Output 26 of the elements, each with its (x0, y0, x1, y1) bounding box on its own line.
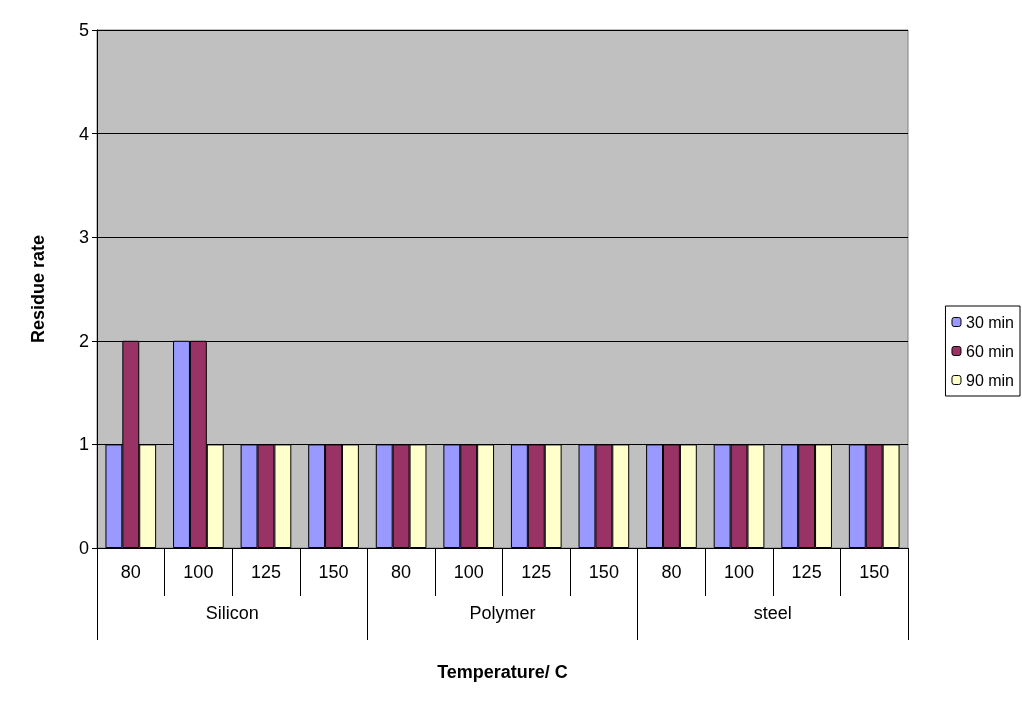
y-tick-label: 0 (78, 538, 89, 558)
y-tick-label: 5 (78, 20, 89, 40)
x-tick-label: 150 (318, 562, 349, 582)
x-tick-label: 80 (661, 562, 682, 582)
x-tick-label: 125 (521, 562, 552, 582)
y-tick-label: 4 (78, 123, 89, 144)
x-tick-label: 125 (250, 562, 281, 582)
x-tick-label: 80 (391, 562, 412, 582)
text: Polymer (469, 603, 536, 623)
x-tick-label: 80 (120, 562, 141, 582)
y-tick-label: 2 (78, 330, 89, 351)
y-tick-label: 3 (78, 227, 89, 248)
x-tick-label: 100 (453, 562, 484, 582)
legend-label: 60 min (965, 342, 1015, 360)
legend-label: 30 min (965, 313, 1015, 331)
x-tick-label: 100 (724, 562, 755, 582)
y-axis-title: Residue rate (28, 234, 48, 344)
x-tick-label: 150 (859, 562, 890, 582)
y-tick-label: 1 (78, 434, 89, 455)
x-tick-label: 125 (791, 562, 822, 582)
legend-label: 90 min (965, 371, 1015, 389)
text: steel (753, 603, 792, 623)
x-tick-label: 100 (183, 562, 214, 582)
x-tick-label: 150 (588, 562, 619, 582)
x-axis-title: Temperature/ C (437, 662, 568, 682)
text: Silicon (205, 603, 259, 623)
